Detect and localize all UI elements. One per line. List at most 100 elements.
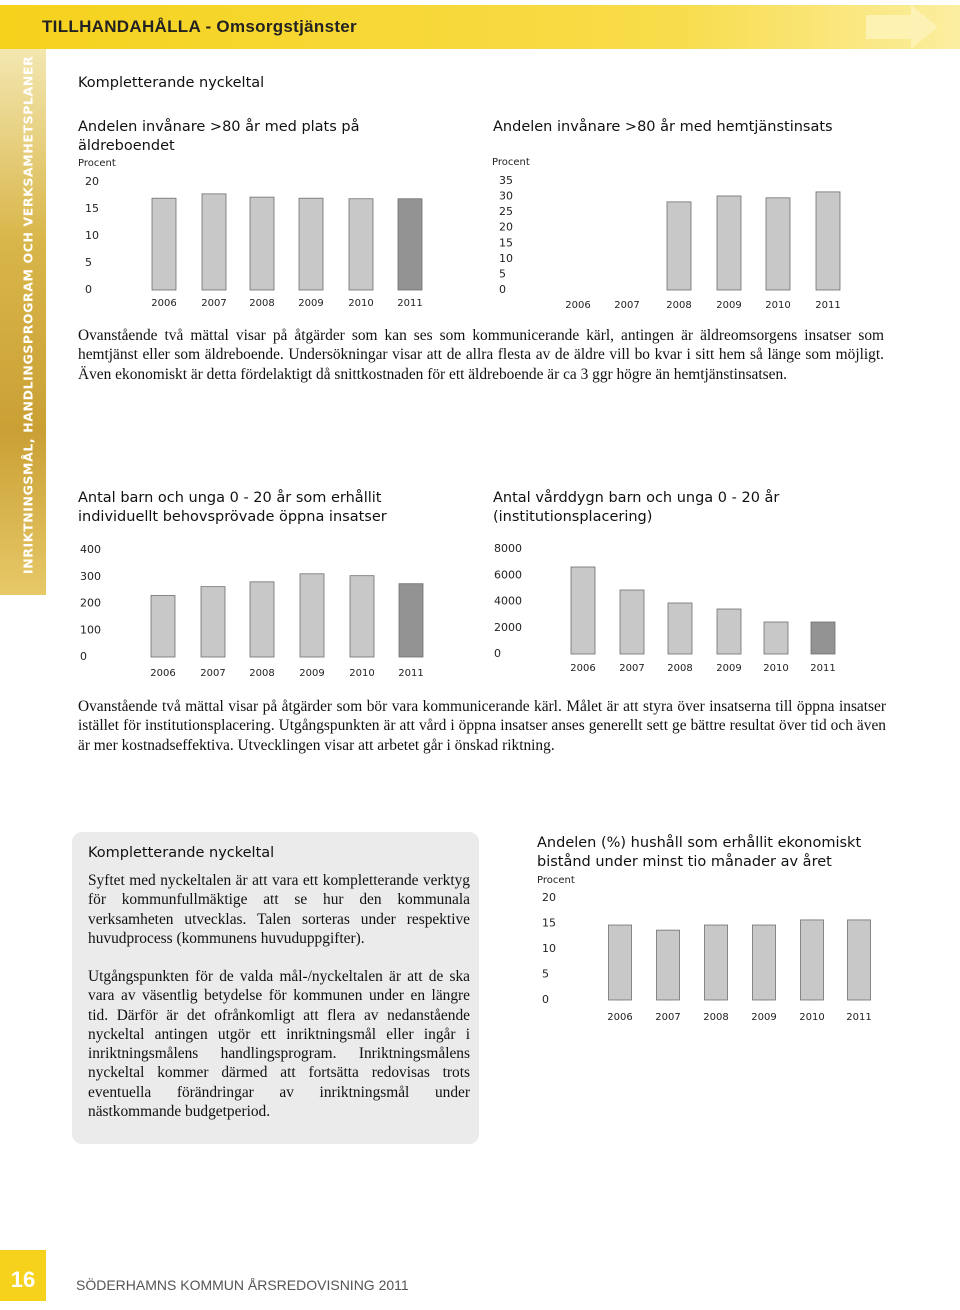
bar [249,581,275,658]
header-arrow [866,5,938,49]
y-tick-label: 15 [85,202,99,215]
y-tick-label: 0 [499,283,506,296]
y-tick-label: 20 [85,175,99,188]
chart-title: Antal barn och unga 0 - 20 år som erhåll… [78,490,387,525]
x-tick-label: 2006 [565,300,590,311]
x-tick-label: 2006 [570,663,595,674]
bar [667,602,693,655]
box-heading: Kompletterande nyckeltal [88,845,275,861]
x-tick-label: 2007 [201,298,226,309]
x-tick-label: 2009 [751,1012,776,1023]
y-tick-label: 2000 [494,621,522,634]
bar [810,621,836,655]
x-tick-label: 2009 [716,300,741,311]
bar [815,191,841,291]
x-tick-label: 2011 [815,300,840,311]
info-box [72,832,479,1144]
y-tick-label: 5 [499,267,506,280]
y-tick-label: 25 [499,205,513,218]
y-tick-label: 0 [85,283,92,296]
sidebar-text-holder: INRIKTNINGSMÅL, HANDLINGSPROGRAM OCH VER… [21,56,36,574]
chart-title: Andelen invånare >80 år med hemtjänstins… [493,119,833,135]
bar [397,198,423,291]
x-tick-label: 2011 [397,298,422,309]
bar [847,919,871,1001]
bar [666,201,692,291]
bar [800,919,824,1001]
bar [201,193,227,291]
bar [765,197,791,291]
y-tick-label: 4000 [494,595,522,608]
x-tick-label: 2007 [200,668,225,679]
y-tick-label: 20 [499,221,513,234]
bar [608,924,632,1001]
header-title: TILLHANDAHÅLLA - Omsorgstjänster [42,17,357,36]
y-tick-label: 30 [499,190,513,203]
bar [619,589,645,655]
x-tick-label: 2008 [666,300,691,311]
y-tick-label: 15 [542,917,556,930]
y-tick-label: 10 [499,252,513,265]
header-bar [0,5,960,49]
sidebar-text: INRIKTNINGSMÅL, HANDLINGSPROGRAM OCH VER… [21,56,36,574]
x-tick-label: 2007 [619,663,644,674]
bar [570,566,596,655]
y-tick-label: 200 [80,597,101,610]
bar [752,924,776,1001]
bar [200,586,226,658]
x-tick-label: 2011 [846,1012,871,1023]
x-tick-label: 2009 [298,298,323,309]
paragraph: Ovanstående två mättal visar på åtgärder… [78,327,884,383]
y-tick-label: 0 [542,993,549,1006]
paragraph: Ovanstående två mättal visar på åtgärder… [78,698,886,754]
bar [298,197,324,291]
y-tick-label: 8000 [494,542,522,555]
bar [348,198,374,291]
y-tick-label: 0 [494,647,501,660]
chart-title: Andelen invånare >80 år med plats på äld… [78,119,360,154]
y-axis-label: Procent [537,875,575,886]
x-tick-label: 2011 [810,663,835,674]
y-tick-label: 6000 [494,568,522,581]
bar [398,583,424,658]
bar [151,197,177,291]
page-number: 16 [0,1250,46,1301]
x-tick-label: 2010 [348,298,373,309]
y-axis-label: Procent [78,158,116,169]
section-heading: Kompletterande nyckeltal [78,75,265,91]
y-tick-label: 0 [80,650,87,663]
x-tick-label: 2010 [799,1012,824,1023]
bar [716,195,742,291]
bar [349,575,375,658]
y-axis-label: Procent [492,157,530,168]
x-tick-label: 2006 [150,668,175,679]
bar [299,573,325,658]
y-tick-label: 100 [80,623,101,636]
x-tick-label: 2010 [765,300,790,311]
x-tick-label: 2008 [703,1012,728,1023]
x-tick-label: 2009 [299,668,324,679]
y-tick-label: 300 [80,570,101,583]
x-tick-label: 2007 [614,300,639,311]
box-paragraph: Syftet med nyckeltalen är att vara ett k… [88,872,470,947]
y-tick-label: 5 [542,968,549,981]
bar [656,929,680,1001]
x-tick-label: 2008 [249,668,274,679]
x-tick-label: 2009 [716,663,741,674]
y-tick-label: 400 [80,543,101,556]
footer-text: SÖDERHAMNS KOMMUN ÅRSREDOVISNING 2011 [76,1277,409,1293]
bar [763,621,789,655]
sidebar [0,49,46,595]
y-tick-label: 35 [499,174,513,187]
x-tick-label: 2011 [398,668,423,679]
y-tick-label: 10 [85,229,99,242]
y-tick-label: 5 [85,256,92,269]
box-paragraph: Utgångspunkten för de valda mål-/nyckelt… [88,968,470,1121]
x-tick-label: 2006 [607,1012,632,1023]
chart-title: Andelen (%) hushåll som erhållit ekonomi… [537,835,862,870]
bar [704,924,728,1001]
x-tick-label: 2008 [667,663,692,674]
bar [249,196,275,291]
